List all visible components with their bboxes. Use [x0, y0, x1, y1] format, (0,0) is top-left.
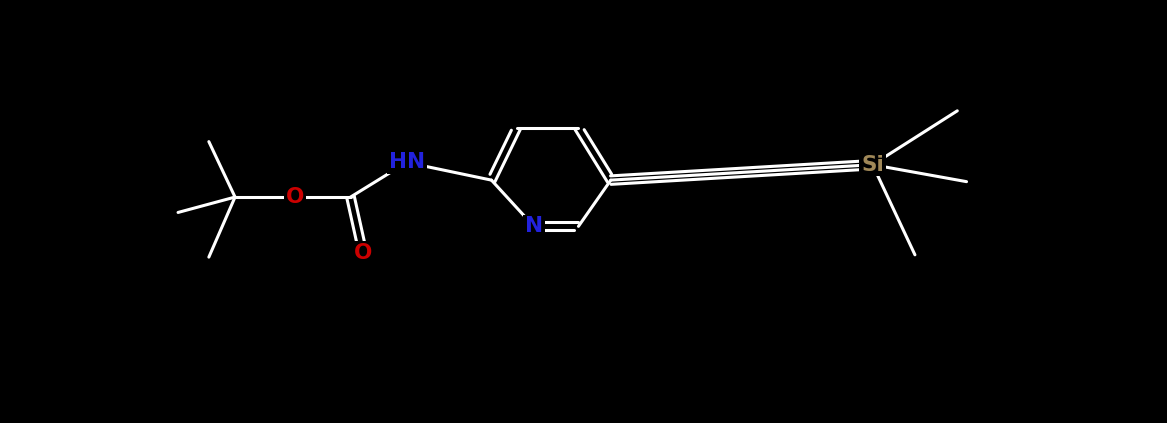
Text: N: N	[525, 216, 543, 236]
Text: O: O	[354, 242, 372, 263]
Text: HN: HN	[389, 152, 425, 173]
Text: O: O	[286, 187, 305, 207]
Text: Si: Si	[861, 155, 883, 175]
